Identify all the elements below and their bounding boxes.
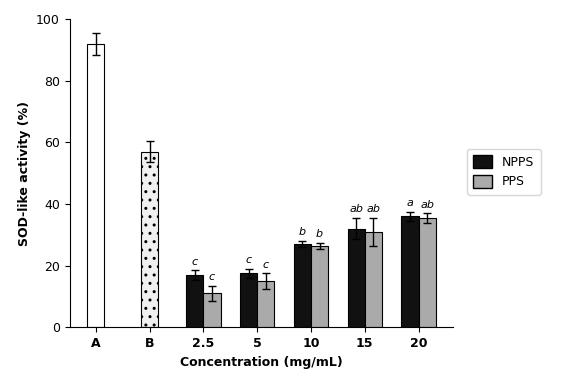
Text: c: c xyxy=(263,259,269,270)
Bar xyxy=(401,216,418,327)
Text: ab: ab xyxy=(349,204,363,214)
Bar xyxy=(311,246,328,327)
Bar xyxy=(365,232,382,327)
Y-axis label: SOD-like activity (%): SOD-like activity (%) xyxy=(17,101,31,246)
Bar xyxy=(418,218,436,327)
Text: ab: ab xyxy=(367,204,381,214)
Bar xyxy=(257,281,274,327)
Bar xyxy=(203,293,221,327)
Bar xyxy=(294,244,311,327)
Text: b: b xyxy=(316,229,323,239)
Legend: NPPS, PPS: NPPS, PPS xyxy=(467,149,541,195)
Text: c: c xyxy=(246,255,252,265)
Text: a: a xyxy=(407,198,413,208)
Bar xyxy=(186,275,203,327)
Bar xyxy=(141,152,158,327)
Text: c: c xyxy=(209,272,215,282)
Bar xyxy=(347,229,365,327)
Text: c: c xyxy=(192,256,198,266)
Bar xyxy=(240,273,257,327)
Text: ab: ab xyxy=(420,199,434,209)
X-axis label: Concentration (mg/mL): Concentration (mg/mL) xyxy=(180,355,343,368)
Text: b: b xyxy=(299,227,306,237)
Bar xyxy=(87,44,105,327)
